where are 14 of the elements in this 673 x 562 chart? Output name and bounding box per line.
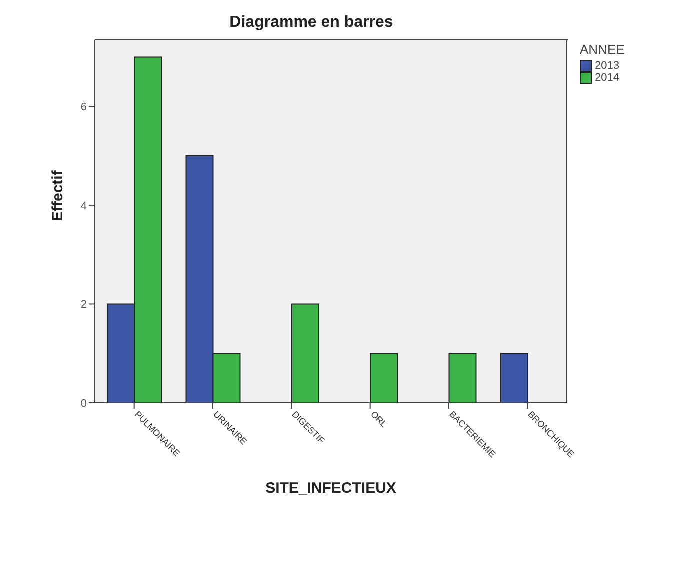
bar <box>448 353 477 403</box>
y-tick-label: 4 <box>80 200 87 212</box>
bar <box>370 353 398 403</box>
chart-title: Diagramme en barres <box>228 14 394 32</box>
y-axis-title: Effectif <box>49 170 66 222</box>
legend-title: ANNEE <box>580 42 625 57</box>
y-tick-label: 2 <box>80 299 87 312</box>
bar <box>291 304 320 403</box>
bar <box>500 353 528 403</box>
legend-label: 2013 <box>594 60 620 72</box>
legend-label: 2014 <box>594 72 620 84</box>
x-axis-title: SITE_INFECTIEUX <box>266 480 396 497</box>
y-tick-label: 0 <box>80 398 87 410</box>
y-tick-label: 6 <box>80 102 87 114</box>
